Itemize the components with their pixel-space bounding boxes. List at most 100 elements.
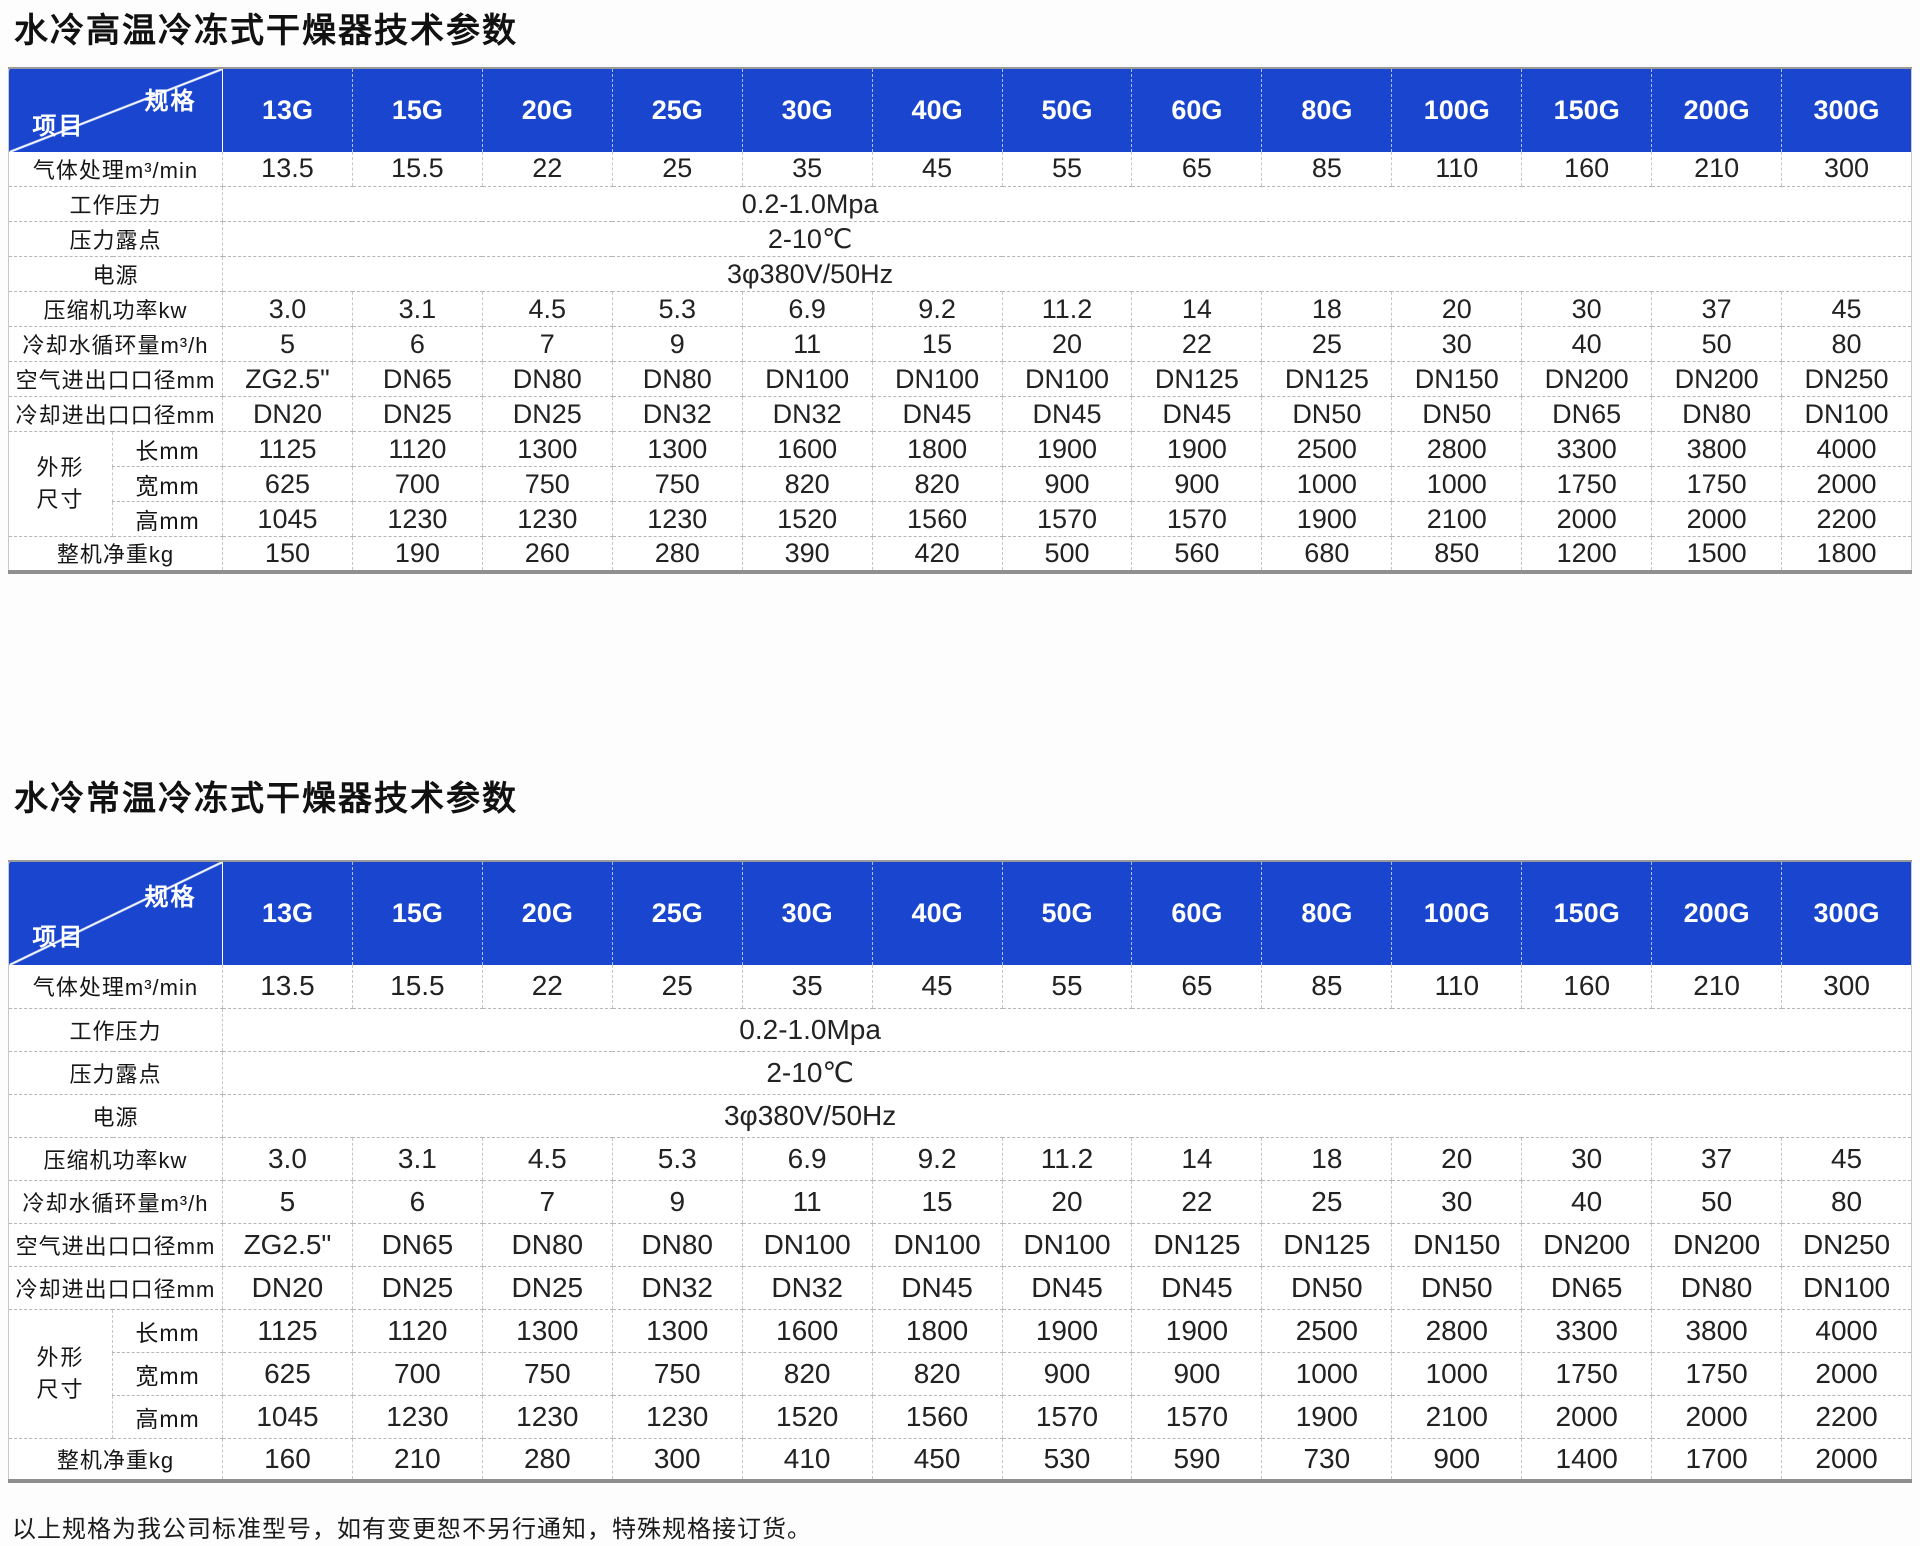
value-cell: 1560	[871, 501, 1003, 537]
value-cell: 2500	[1261, 431, 1392, 467]
row-label: 冷却水循环量m³/h	[8, 1180, 223, 1224]
value-cell: DN50	[1391, 396, 1522, 432]
model-header-300G: 300G	[1781, 67, 1912, 152]
value-cell: 20	[1001, 1180, 1132, 1224]
value-cell: 45	[1781, 291, 1912, 327]
table-row: 冷却进出口口径mm DN20 DN25 DN25 DN32 DN32 DN45 DN45 DN4…	[8, 396, 1912, 432]
row-label: 压缩机功率kw	[8, 291, 223, 327]
model-header-60G: 60G	[1131, 67, 1262, 152]
value-cell: 3800	[1651, 1309, 1782, 1353]
model-header-150G: 150G	[1521, 861, 1652, 965]
table-row: 压力露点 2-10℃	[8, 1051, 1912, 1095]
value-cell: 7	[481, 1180, 613, 1224]
value-cell: DN250	[1781, 1223, 1912, 1267]
row-label: 气体处理m³/min	[8, 965, 223, 1009]
header-row: 规格 项目 13G 15G 20G 25G 30G 40G 50G 60G 80G 100G 150G 2…	[8, 861, 1912, 965]
value-cell: 30	[1391, 326, 1522, 362]
value-cell: 2000	[1651, 1395, 1782, 1439]
value-cell: 1125	[222, 431, 353, 467]
value-cell: 18	[1261, 291, 1392, 327]
model-header-50G: 50G	[1001, 861, 1132, 965]
value-cell: DN80	[481, 1223, 613, 1267]
value-cell: 9	[611, 1180, 743, 1224]
value-cell: 30	[1391, 1180, 1522, 1224]
value-cell: 1000	[1261, 466, 1392, 502]
value-cell: 280	[611, 536, 743, 572]
value-cell: 2100	[1391, 501, 1522, 537]
value-cell: 2200	[1781, 1395, 1912, 1439]
value-cell: DN100	[871, 361, 1003, 397]
value-cell: 85	[1261, 965, 1392, 1009]
value-cell: 750	[611, 1352, 743, 1396]
value-cell: 3300	[1521, 1309, 1652, 1353]
table-row: 工作压力 0.2-1.0Mpa	[8, 186, 1912, 222]
value-cell: 30	[1521, 291, 1652, 327]
value-cell: 25	[1261, 326, 1392, 362]
table-row: 宽mm 625 700 750 750 820 820 900 900 1000 1000 1750 1…	[9, 1352, 1912, 1396]
value-cell: 50	[1651, 1180, 1782, 1224]
model-header-50G: 50G	[1001, 67, 1132, 152]
value-cell: 9.2	[871, 291, 1003, 327]
dim-group-line2: 尺寸	[36, 487, 85, 512]
value-cell: 13.5	[222, 965, 353, 1009]
model-header-80G: 80G	[1261, 861, 1392, 965]
value-cell: 450	[871, 1438, 1003, 1481]
table-row: 整机净重kg 160 210 280 300 410 450 530 590 730 900 1400…	[9, 1438, 1912, 1481]
value-cell: 6	[351, 1180, 483, 1224]
table-row: 气体处理m³/min 13.5 15.5 22 25 35 45 55 65 85 110 160 21…	[8, 151, 1912, 187]
value-cell: 420	[871, 536, 1003, 572]
value-cell: DN65	[351, 361, 483, 397]
value-cell: 50	[1651, 326, 1782, 362]
value-cell: DN45	[1001, 396, 1132, 432]
value-cell: 2000	[1521, 501, 1652, 537]
spec-table: 规格 项目 13G 15G 20G 25G 30G 40G 50G 60G 80G 100G 150G 2…	[8, 66, 1912, 574]
corner-header-cell: 规格 项目	[8, 861, 223, 965]
value-cell: DN45	[1131, 396, 1262, 432]
dim-group-label: 外形 尺寸	[8, 431, 113, 537]
value-cell: DN45	[871, 396, 1003, 432]
value-cell: DN25	[351, 1266, 483, 1310]
value-cell: DN80	[1651, 1266, 1782, 1310]
value-cell: 1600	[741, 431, 873, 467]
value-cell: 5	[222, 326, 353, 362]
value-cell: 110	[1391, 151, 1522, 187]
model-header-200G: 200G	[1651, 861, 1782, 965]
value-cell: 1800	[1781, 536, 1912, 572]
value-cell: 30	[1521, 1137, 1652, 1181]
value-cell: 900	[1131, 466, 1262, 502]
row-label: 冷却进出口口径mm	[8, 396, 223, 432]
footer-note: 以上规格为我公司标准型号，如有变更恕不另行通知，特殊规格接订货。	[12, 1516, 812, 1543]
value-cell: 15	[871, 326, 1003, 362]
value-cell: 300	[1781, 965, 1912, 1009]
row-label: 冷却水循环量m³/h	[8, 326, 223, 362]
dim-group-line1: 外形	[36, 1344, 85, 1370]
value-cell: 850	[1391, 536, 1522, 572]
row-label: 空气进出口口径mm	[8, 361, 223, 397]
value-cell: 2800	[1391, 1309, 1522, 1353]
value-cell: 1900	[1001, 431, 1132, 467]
value-cell: 80	[1781, 326, 1912, 362]
merged-value-cell: 2-10℃	[222, 1051, 1912, 1095]
value-cell: 1230	[351, 1395, 483, 1439]
value-cell: 22	[481, 965, 613, 1009]
model-header-40G: 40G	[871, 67, 1003, 152]
corner-spec-label: 规格	[144, 884, 197, 912]
value-cell: ZG2.5"	[222, 1223, 353, 1267]
value-cell: 35	[741, 965, 873, 1009]
value-cell: 3.0	[222, 291, 353, 327]
value-cell: 900	[1001, 1352, 1132, 1396]
value-cell: 700	[351, 466, 483, 502]
value-cell: 1125	[222, 1309, 353, 1353]
value-cell: DN200	[1651, 361, 1782, 397]
value-cell: DN125	[1261, 1223, 1392, 1267]
value-cell: 1570	[1001, 501, 1132, 537]
value-cell: DN125	[1131, 361, 1262, 397]
row-label: 工作压力	[8, 1008, 223, 1052]
value-cell: DN80	[611, 1223, 743, 1267]
value-cell: 150	[222, 536, 353, 572]
value-cell: 9	[611, 326, 743, 362]
value-cell: 110	[1391, 965, 1522, 1009]
model-header-100G: 100G	[1391, 67, 1522, 152]
value-cell: DN32	[611, 1266, 743, 1310]
dim-sublabel: 宽mm	[112, 1352, 223, 1396]
